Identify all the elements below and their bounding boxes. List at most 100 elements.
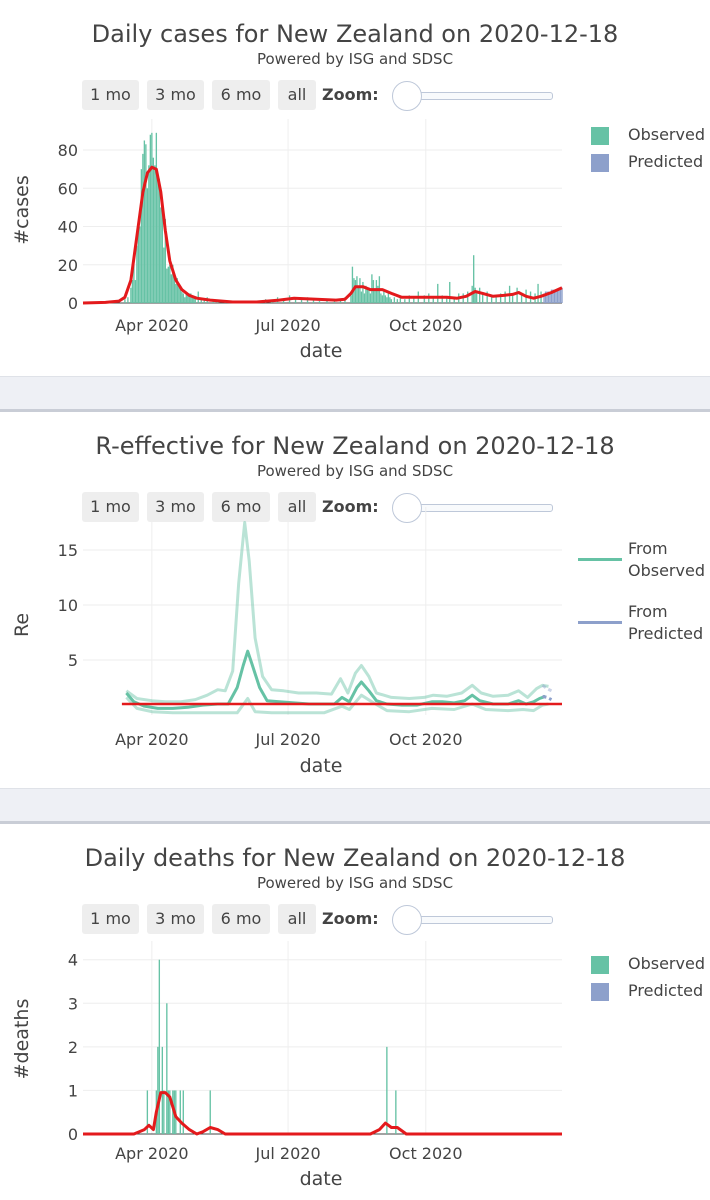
range-button-3mo[interactable]: 3 mo [147, 80, 204, 110]
range-button-1mo[interactable]: 1 mo [82, 904, 139, 934]
y-axis-title: #cases [11, 175, 33, 245]
legend-swatch-observed [591, 956, 609, 974]
range-button-3mo[interactable]: 3 mo [147, 492, 204, 522]
x-tick-label: Apr 2020 [115, 1144, 188, 1163]
plot-marks [83, 959, 562, 1136]
x-axis-title: date [300, 1168, 343, 1190]
predicted-bar [550, 289, 553, 303]
legend-swatch-observed [591, 127, 609, 145]
observed-bar [179, 1090, 181, 1134]
y-tick-label: 5 [68, 651, 78, 670]
observed-bar [300, 299, 303, 303]
observed-bar [374, 289, 376, 303]
x-tick-label: Oct 2020 [389, 1144, 462, 1163]
legend-item-observed[interactable]: Observed [591, 954, 706, 976]
y-tick-label: 60 [58, 179, 78, 198]
observed-bar [193, 297, 195, 303]
observed-bar [312, 299, 315, 303]
axis-ticks: 0 20 40 60 80 Apr 2020 Jul 2020 Oct 2020 [58, 141, 463, 335]
predicted-bar [546, 291, 548, 303]
cases-plot: 0 20 40 60 80 Apr 2020 Jul 2020 Oct 2020 date #… [11, 119, 563, 362]
observed-bar [185, 293, 187, 303]
observed-bar [146, 188, 149, 303]
range-button-3mo[interactable]: 3 mo [147, 904, 204, 934]
observed-bar [504, 291, 506, 303]
observed-bar [151, 132, 153, 303]
observed-bar [164, 218, 167, 303]
plot-marks [121, 521, 562, 715]
observed-bar [154, 165, 156, 303]
predicted-bar [555, 289, 557, 303]
observed-bar [381, 295, 384, 303]
observed-bar [357, 285, 360, 303]
range-button-6mo[interactable]: 6 mo [212, 80, 270, 110]
observed-bar [495, 295, 497, 303]
observed-bar [166, 268, 168, 303]
zoom-slider-handle[interactable] [392, 493, 422, 523]
zoom-slider-handle[interactable] [392, 905, 422, 935]
re-predicted-upper-line [541, 684, 553, 693]
y-tick-label: 2 [68, 1038, 78, 1057]
observed-bar [365, 285, 367, 303]
legend-item-predicted[interactable]: Predicted [591, 152, 706, 174]
observed-bar [432, 297, 434, 303]
observed-bar [282, 299, 285, 303]
observed-bar [169, 264, 171, 303]
observed-bar [190, 293, 192, 303]
range-button-1mo[interactable]: 1 mo [82, 80, 139, 110]
observed-bar [356, 276, 358, 303]
observed-bar [191, 297, 193, 303]
observed-bar [173, 274, 175, 303]
observed-bar [350, 295, 352, 303]
observed-bar [473, 255, 475, 303]
chart-title: Daily deaths for New Zealand on 2020-12-… [84, 844, 626, 872]
y-tick-label: 0 [68, 1125, 78, 1144]
legend-label-observed: Observed [628, 125, 705, 144]
range-button-1mo[interactable]: 1 mo [82, 492, 139, 522]
x-tick-label: Oct 2020 [389, 730, 462, 749]
observed-bar [200, 299, 202, 303]
legend-item-from-predicted[interactable]: From Predicted [578, 601, 708, 647]
observed-bar [152, 157, 155, 303]
observed-bar [399, 297, 402, 303]
re-observed-lower-line [125, 693, 549, 715]
observed-bar [511, 295, 514, 303]
observed-bar [363, 293, 366, 303]
legend-item-from-observed[interactable]: From Observed [578, 538, 708, 584]
predicted-bar [556, 289, 559, 303]
observed-bar [351, 266, 354, 303]
observed-bar [372, 280, 375, 303]
observed-bar [520, 293, 523, 303]
zoom-slider-handle[interactable] [392, 81, 422, 111]
observed-bar [158, 178, 161, 303]
range-button-all[interactable]: all [278, 904, 316, 934]
legend-label-predicted: Predicted [628, 152, 704, 171]
observed-bar [366, 289, 369, 303]
observed-bar [170, 274, 172, 303]
zoom-label: Zoom: [322, 909, 379, 928]
range-button-all[interactable]: all [278, 492, 316, 522]
observed-bar [137, 230, 140, 303]
re-plot: 5 10 15 Apr 2020 Jul 2020 Oct 2020 date Re [11, 507, 562, 777]
legend-item-observed[interactable]: Observed [591, 125, 706, 147]
observed-bar [172, 1090, 174, 1134]
observed-bar [389, 297, 391, 303]
observed-bar [178, 285, 180, 303]
y-tick-label: 15 [58, 541, 78, 560]
range-button-6mo[interactable]: 6 mo [212, 904, 270, 934]
re-panel: R-effective for New Zealand on 2020-12-1… [0, 412, 710, 788]
predicted-bar [544, 291, 547, 303]
observed-bar [142, 153, 144, 303]
predicted-bar [547, 291, 550, 303]
range-button-all[interactable]: all [278, 80, 316, 110]
observed-bar [390, 299, 393, 303]
y-tick-label: 1 [68, 1081, 78, 1100]
range-button-6mo[interactable]: 6 mo [212, 492, 270, 522]
re-observed-upper-line [125, 521, 549, 704]
observed-bar [136, 245, 138, 303]
observed-bar [187, 295, 189, 303]
legend-item-predicted[interactable]: Predicted [591, 981, 706, 1003]
panel-divider [0, 788, 710, 824]
observed-bar [354, 280, 357, 303]
observed-bar [404, 299, 406, 303]
